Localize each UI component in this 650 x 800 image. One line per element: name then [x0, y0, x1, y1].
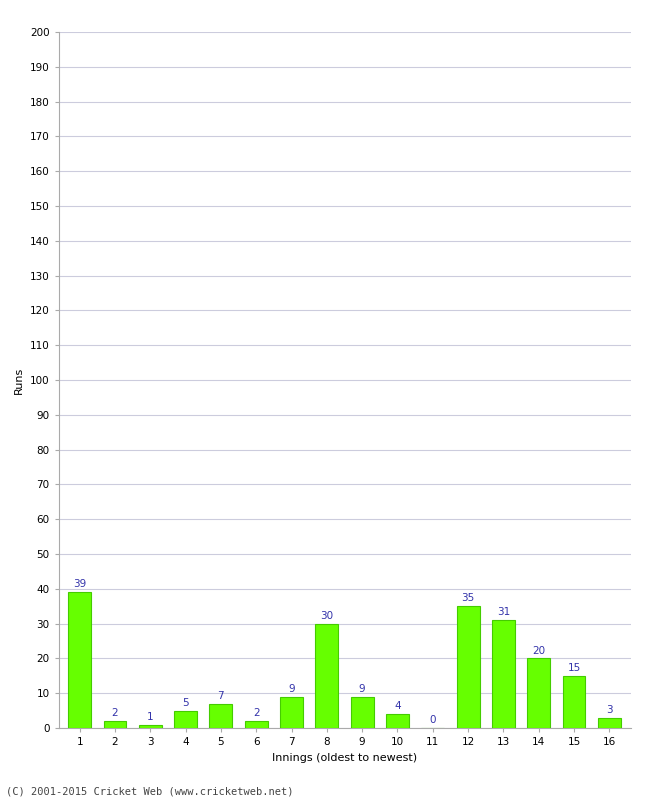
Text: 7: 7: [218, 691, 224, 701]
Bar: [386, 714, 409, 728]
Bar: [139, 725, 162, 728]
Y-axis label: Runs: Runs: [14, 366, 24, 394]
Bar: [209, 704, 233, 728]
X-axis label: Innings (oldest to newest): Innings (oldest to newest): [272, 753, 417, 762]
Bar: [456, 606, 480, 728]
Text: 2: 2: [112, 708, 118, 718]
Bar: [280, 697, 303, 728]
Bar: [245, 721, 268, 728]
Bar: [562, 676, 586, 728]
Text: 5: 5: [182, 698, 189, 708]
Text: (C) 2001-2015 Cricket Web (www.cricketweb.net): (C) 2001-2015 Cricket Web (www.cricketwe…: [6, 786, 294, 796]
Text: 4: 4: [394, 702, 401, 711]
Bar: [174, 710, 197, 728]
Text: 0: 0: [430, 715, 436, 726]
Bar: [103, 721, 127, 728]
Bar: [492, 620, 515, 728]
Text: 30: 30: [320, 611, 333, 621]
Bar: [351, 697, 374, 728]
Bar: [598, 718, 621, 728]
Bar: [315, 624, 338, 728]
Text: 31: 31: [497, 607, 510, 618]
Text: 9: 9: [288, 684, 295, 694]
Text: 3: 3: [606, 705, 613, 714]
Bar: [527, 658, 550, 728]
Text: 1: 1: [147, 712, 153, 722]
Bar: [68, 592, 91, 728]
Text: 9: 9: [359, 684, 365, 694]
Text: 2: 2: [253, 708, 259, 718]
Text: 35: 35: [462, 594, 474, 603]
Text: 15: 15: [567, 663, 580, 673]
Text: 39: 39: [73, 579, 86, 590]
Text: 20: 20: [532, 646, 545, 656]
